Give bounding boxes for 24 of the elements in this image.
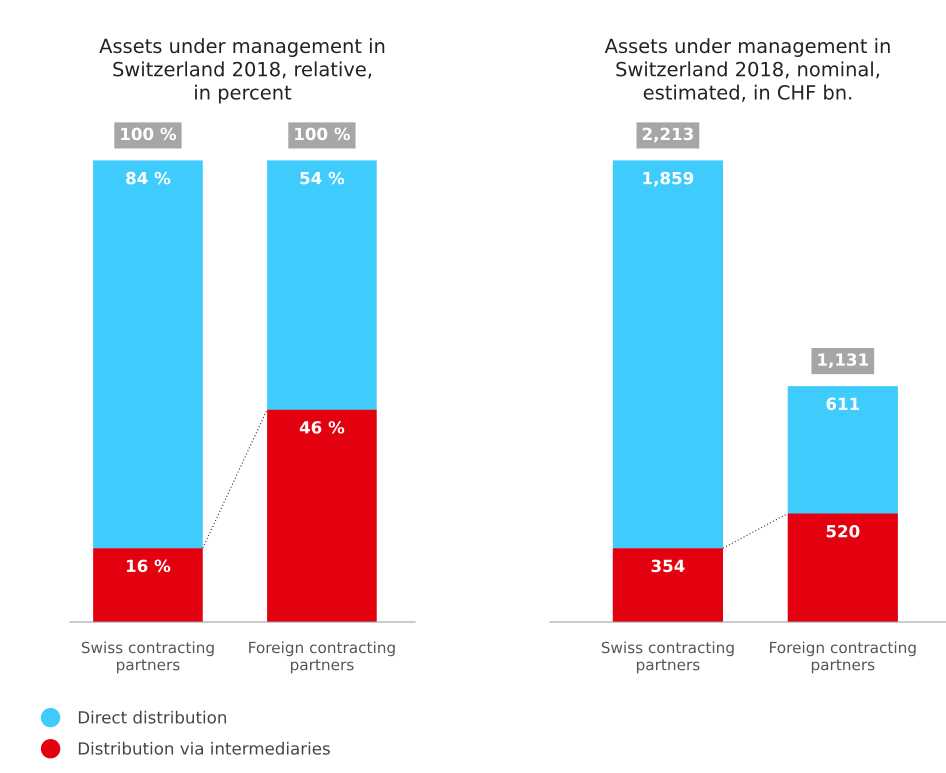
total-label: 100 % bbox=[295, 128, 350, 140]
x-tick-label: Foreign contracting partners bbox=[249, 641, 395, 674]
chart-title: Assets under management in Switzerland 2018, relative, in percent bbox=[99, 38, 384, 104]
x-tick-label: Swiss contracting partners bbox=[602, 641, 734, 674]
x-tick-label: Foreign contracting partners bbox=[770, 641, 916, 674]
total-label: 100 % bbox=[121, 128, 176, 140]
chart-title: Assets under management in Switzerland 2018, nominal, estimated, in CHF bn. bbox=[604, 38, 890, 102]
data-label: 54 % bbox=[300, 172, 344, 184]
bar bbox=[788, 386, 898, 514]
data-label: 520 bbox=[826, 524, 860, 538]
data-label: 1,859 bbox=[643, 172, 694, 187]
legend-label: Direct distribution bbox=[78, 710, 226, 724]
data-label: 84 % bbox=[126, 172, 170, 184]
data-label: 611 bbox=[826, 398, 860, 410]
legend-label: Distribution via intermediaries bbox=[78, 742, 330, 755]
bar bbox=[612, 160, 723, 548]
total-label: 1,131 bbox=[818, 353, 868, 368]
data-label: 354 bbox=[652, 560, 685, 572]
total-label: 2,213 bbox=[642, 128, 693, 142]
data-label: 46 % bbox=[300, 421, 344, 434]
data-label: 16 % bbox=[126, 560, 170, 572]
x-tick-label: Swiss contracting partners bbox=[82, 641, 214, 674]
bar bbox=[788, 514, 898, 622]
bar bbox=[612, 548, 723, 622]
